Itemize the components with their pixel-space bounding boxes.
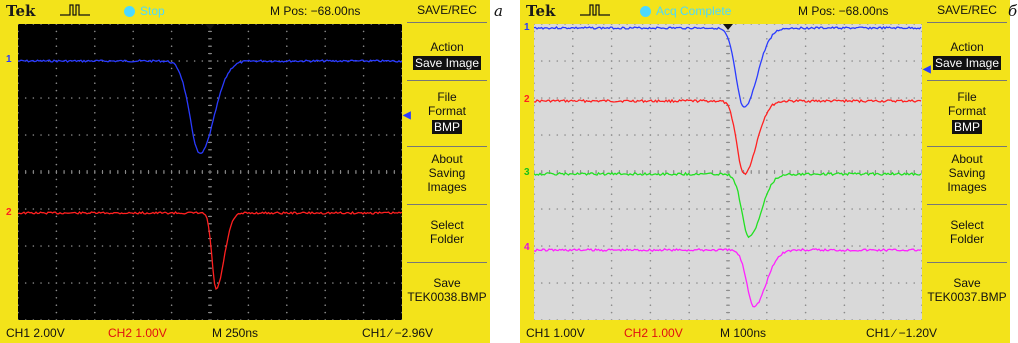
graticule-grid: [534, 24, 922, 320]
about-saving-images-button[interactable]: About Saving Images: [925, 152, 1009, 194]
menu-divider: [407, 262, 487, 263]
trigger-position-icon: [205, 24, 215, 30]
top-status-bar: Tek Stop M Pos: −68.00ns: [0, 0, 405, 22]
waveform-display: [18, 24, 402, 320]
graticule-grid: [18, 24, 402, 320]
save-label: Save: [953, 276, 981, 290]
trigger-pulse-icon: [60, 4, 90, 16]
channel-1-marker: 1: [6, 54, 12, 65]
action-menu-button[interactable]: Action Save Image: [925, 40, 1009, 70]
acquisition-status: Acq Complete: [656, 4, 732, 18]
bottom-status-bar: CH1 1.00V CH2 1.00V M 100ns CH1 ∕ −1.20V: [520, 323, 1010, 343]
menu-divider: [927, 80, 1007, 81]
channel-1-waveform: [534, 26, 922, 108]
trigger-level: CH1 ∕ −1.20V: [866, 326, 938, 340]
menu-divider: [407, 146, 487, 147]
channel-2-marker: 2: [524, 94, 530, 105]
channel-4-marker: 4: [524, 242, 530, 253]
about-label-1: About: [431, 152, 463, 166]
top-status-bar: Tek Acq Complete M Pos: −68.00ns: [520, 0, 925, 22]
file-format-label: File: [437, 90, 457, 104]
select-label-1: Select: [950, 218, 984, 232]
menu-divider: [927, 204, 1007, 205]
file-format-label-2: Format: [947, 104, 986, 118]
action-value: Save Image: [412, 56, 482, 70]
select-label-2: Folder: [429, 232, 464, 246]
channel-3-marker: 3: [524, 167, 530, 178]
action-menu-button[interactable]: Action Save Image: [405, 40, 489, 70]
channel-4-waveform: [534, 247, 922, 308]
horizontal-position: M Pos: −68.00ns: [798, 4, 889, 18]
channel-2-marker: 2: [6, 207, 12, 218]
channel-2-waveform: [534, 98, 922, 176]
ch1-offset-arrow-icon: ◀: [403, 110, 411, 121]
panel-letter-b: б: [1008, 2, 1018, 20]
menu-divider: [927, 262, 1007, 263]
timebase: M 100ns: [720, 326, 767, 340]
ch2-scale: CH2 1.00V: [624, 326, 683, 340]
waveform-graticule: [18, 24, 402, 320]
bottom-status-bar: CH1 2.00V CH2 1.00V M 250ns CH1 ∕ −2.96V: [0, 323, 490, 343]
ch2-scale: CH2 1.00V: [108, 326, 167, 340]
acquisition-status-icon: [640, 6, 651, 17]
save-file-button[interactable]: Save TEK0037.BMP: [925, 276, 1009, 304]
timebase: M 250ns: [212, 326, 259, 340]
save-filename: TEK0037.BMP: [927, 290, 1007, 304]
save-label: Save: [433, 276, 461, 290]
select-folder-button[interactable]: Select Folder: [925, 218, 1009, 246]
file-format-menu-button[interactable]: File Format BMP: [925, 90, 1009, 134]
ch1-offset-arrow-icon: ◀: [923, 64, 931, 75]
horizontal-position: M Pos: −68.00ns: [270, 4, 361, 18]
action-label: Action: [430, 40, 464, 54]
channel-2-waveform: [18, 210, 402, 290]
file-format-label: File: [957, 90, 977, 104]
trigger-level: CH1 ∕ −2.96V: [362, 326, 434, 340]
waveform-display: [534, 24, 922, 320]
file-format-label-2: Format: [427, 104, 466, 118]
trigger-pulse-icon: [580, 4, 610, 16]
channel-3-waveform: [534, 171, 922, 239]
about-label-3: Images: [427, 180, 467, 194]
channel-1-marker: 1: [524, 22, 530, 33]
ch1-scale: CH1 1.00V: [526, 326, 585, 340]
about-saving-images-button[interactable]: About Saving Images: [405, 152, 489, 194]
menu-divider: [927, 146, 1007, 147]
save-rec-menu: SAVE/REC Action Save Image File Format B…: [405, 0, 489, 323]
acquisition-status-icon: [124, 6, 135, 17]
select-label-1: Select: [430, 218, 464, 232]
waveform-graticule: [534, 24, 922, 320]
oscilloscope-panel-b: Tek Acq Complete M Pos: −68.00ns 1 2 3 4…: [520, 0, 1010, 343]
channel-1-waveform: [18, 59, 402, 154]
file-format-value: BMP: [431, 120, 462, 134]
select-label-2: Folder: [949, 232, 984, 246]
menu-divider: [927, 22, 1007, 23]
panel-letter-a: a: [494, 2, 503, 20]
save-rec-menu: SAVE/REC Action Save Image File Format B…: [925, 0, 1009, 323]
menu-divider: [407, 80, 487, 81]
menu-divider: [407, 22, 487, 23]
menu-divider: [407, 204, 487, 205]
about-label-3: Images: [947, 180, 987, 194]
acquisition-status: Stop: [140, 4, 165, 18]
menu-title: SAVE/REC: [937, 3, 997, 17]
trigger-position-icon: [723, 24, 733, 30]
file-format-value: BMP: [951, 120, 982, 134]
action-value: Save Image: [932, 56, 1002, 70]
brand-logo: Tek: [526, 2, 556, 20]
file-format-menu-button[interactable]: File Format BMP: [405, 90, 489, 134]
select-folder-button[interactable]: Select Folder: [405, 218, 489, 246]
save-file-button[interactable]: Save TEK0038.BMP: [405, 276, 489, 304]
save-filename: TEK0038.BMP: [407, 290, 487, 304]
ch1-scale: CH1 2.00V: [6, 326, 65, 340]
brand-logo: Tek: [6, 2, 36, 20]
about-label-1: About: [951, 152, 983, 166]
about-label-2: Saving: [948, 166, 986, 180]
about-label-2: Saving: [428, 166, 466, 180]
menu-title: SAVE/REC: [417, 3, 477, 17]
oscilloscope-panel-a: Tek Stop M Pos: −68.00ns 1 2 ◀ SAVE/REC …: [0, 0, 490, 343]
action-label: Action: [950, 40, 984, 54]
